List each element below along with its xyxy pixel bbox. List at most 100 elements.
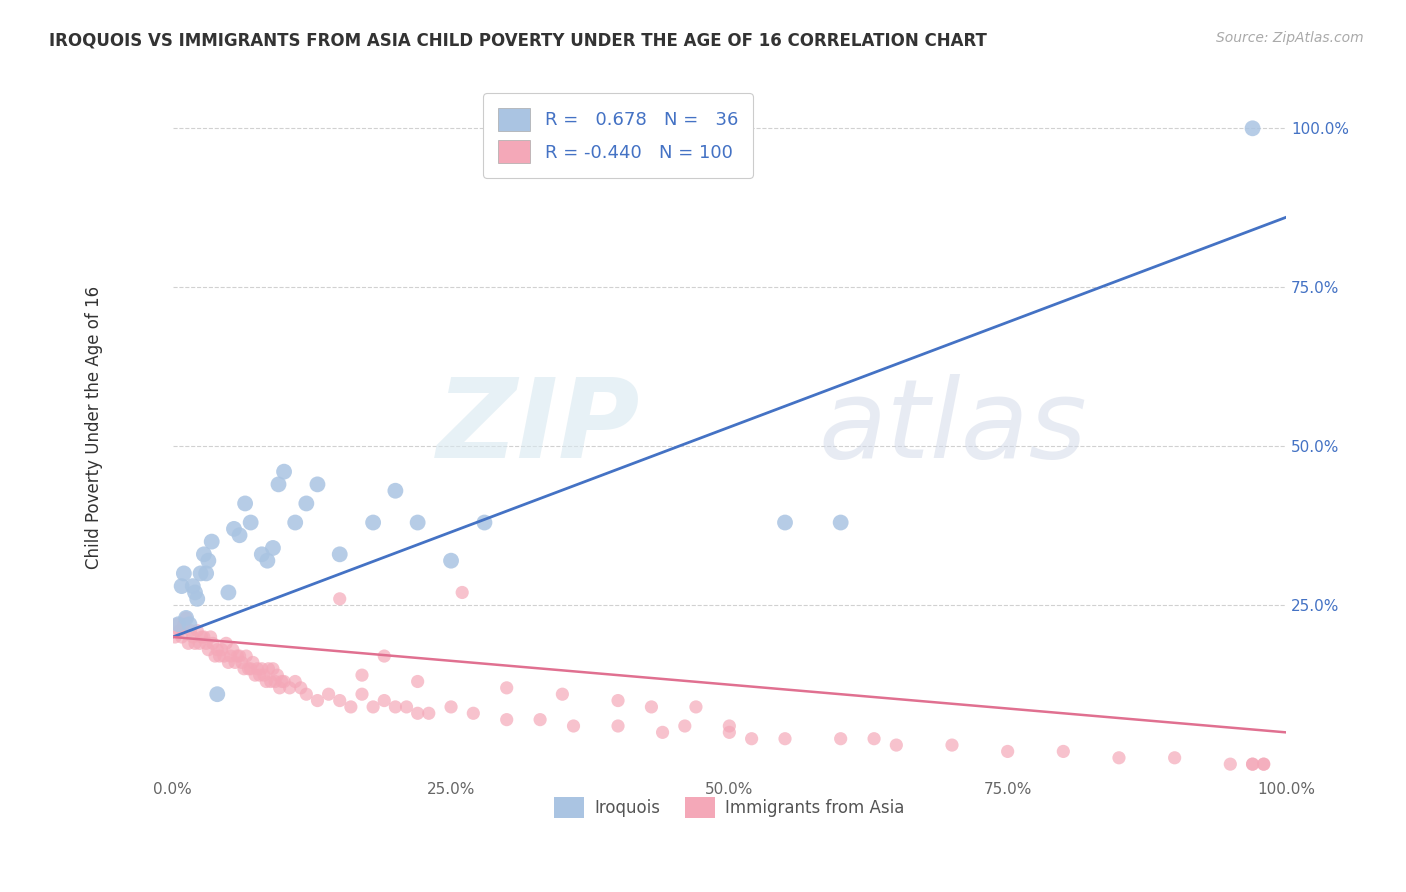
Point <box>463 706 485 721</box>
Point <box>190 566 212 581</box>
Point <box>226 648 249 663</box>
Point <box>188 636 211 650</box>
Point <box>250 547 273 561</box>
Point <box>195 636 218 650</box>
Point <box>562 719 585 733</box>
Point <box>267 477 290 491</box>
Point <box>278 681 301 695</box>
Point <box>941 738 963 752</box>
Point <box>190 630 212 644</box>
Point <box>440 700 463 714</box>
Point <box>197 554 219 568</box>
Point <box>830 516 852 530</box>
Point <box>607 719 630 733</box>
Point <box>217 656 239 670</box>
Point <box>863 731 886 746</box>
Point <box>195 566 218 581</box>
Text: Source: ZipAtlas.com: Source: ZipAtlas.com <box>1216 31 1364 45</box>
Point <box>718 725 741 739</box>
Point <box>208 648 231 663</box>
Point <box>181 630 204 644</box>
Y-axis label: Child Poverty Under the Age of 16: Child Poverty Under the Age of 16 <box>86 285 103 569</box>
Point <box>231 656 253 670</box>
Point <box>228 528 250 542</box>
Point <box>1253 757 1275 772</box>
Point <box>640 700 662 714</box>
Point <box>329 693 352 707</box>
Point <box>673 719 696 733</box>
Point <box>773 516 796 530</box>
Point <box>273 465 295 479</box>
Point <box>170 579 193 593</box>
Point <box>243 668 266 682</box>
Point <box>1052 744 1074 758</box>
Point <box>270 674 292 689</box>
Point <box>307 693 329 707</box>
Point <box>177 636 200 650</box>
Point <box>262 541 284 555</box>
Point <box>264 674 287 689</box>
Point <box>830 731 852 746</box>
Point <box>495 713 517 727</box>
Point <box>238 662 260 676</box>
Point <box>350 668 373 682</box>
Point <box>174 611 197 625</box>
Point <box>295 496 318 510</box>
Point <box>215 636 238 650</box>
Point <box>406 516 429 530</box>
Point <box>741 731 763 746</box>
Point <box>235 648 257 663</box>
Point <box>290 681 312 695</box>
Point <box>180 624 202 638</box>
Point <box>361 700 384 714</box>
Point <box>200 630 222 644</box>
Point <box>207 642 229 657</box>
Point <box>340 700 363 714</box>
Point <box>239 662 262 676</box>
Point <box>607 693 630 707</box>
Point <box>266 668 288 682</box>
Point <box>201 636 224 650</box>
Point <box>329 591 352 606</box>
Point <box>184 636 207 650</box>
Point <box>212 648 235 663</box>
Point <box>167 617 190 632</box>
Point <box>166 617 188 632</box>
Point <box>451 585 474 599</box>
Point <box>170 630 193 644</box>
Point <box>207 687 229 701</box>
Point <box>384 700 406 714</box>
Point <box>257 662 280 676</box>
Point <box>886 738 908 752</box>
Point <box>773 731 796 746</box>
Point <box>253 668 276 682</box>
Point <box>474 516 496 530</box>
Point <box>228 648 250 663</box>
Point <box>219 648 242 663</box>
Point <box>318 687 340 701</box>
Point <box>181 579 204 593</box>
Text: atlas: atlas <box>818 374 1087 481</box>
Point <box>249 668 271 682</box>
Point <box>222 522 245 536</box>
Point <box>174 611 197 625</box>
Point <box>233 496 256 510</box>
Point <box>260 674 283 689</box>
Point <box>373 693 395 707</box>
Point <box>184 585 207 599</box>
Point <box>246 662 269 676</box>
Point <box>685 700 707 714</box>
Point <box>204 648 226 663</box>
Point <box>350 687 373 701</box>
Point <box>250 662 273 676</box>
Point <box>295 687 318 701</box>
Point <box>173 566 195 581</box>
Point <box>997 744 1019 758</box>
Text: ZIP: ZIP <box>437 374 640 481</box>
Point <box>224 656 246 670</box>
Point <box>179 617 201 632</box>
Text: IROQUOIS VS IMMIGRANTS FROM ASIA CHILD POVERTY UNDER THE AGE OF 16 CORRELATION C: IROQUOIS VS IMMIGRANTS FROM ASIA CHILD P… <box>49 31 987 49</box>
Point <box>1108 751 1130 765</box>
Point <box>529 713 551 727</box>
Point <box>307 477 329 491</box>
